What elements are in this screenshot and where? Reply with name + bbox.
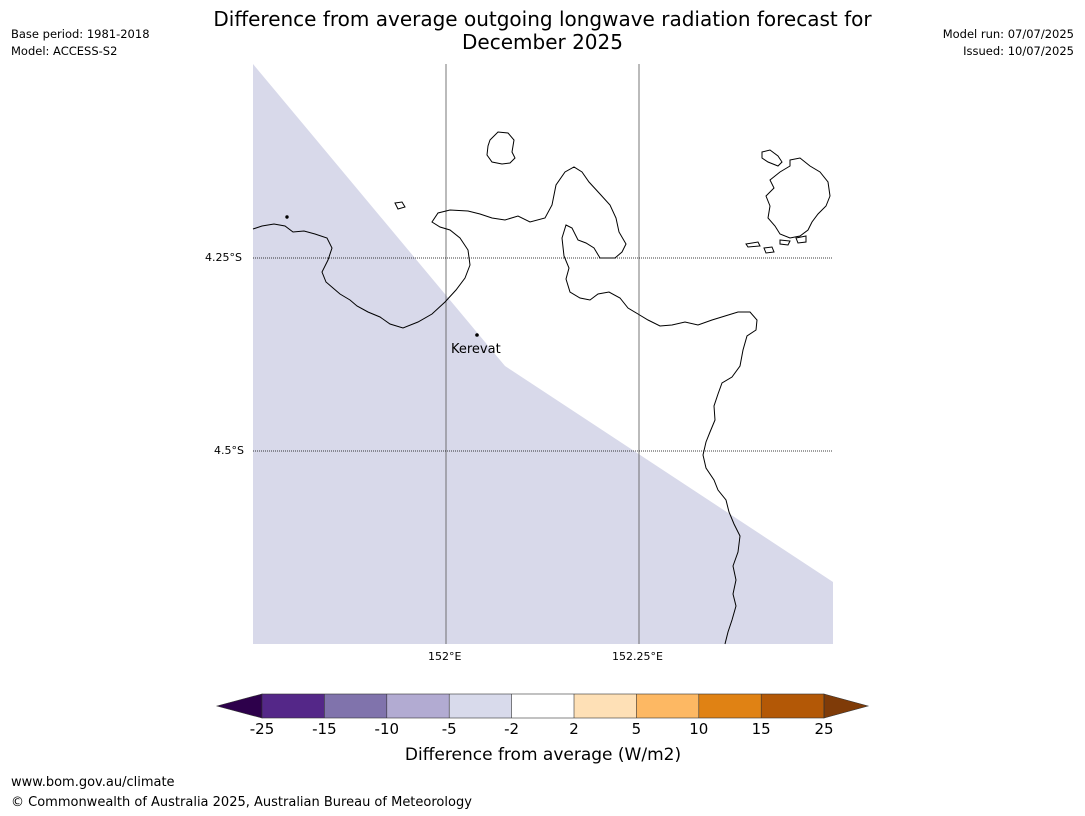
colorbar-bin-8 (698, 694, 762, 718)
colorbar-bin-4 (449, 694, 512, 718)
model-text: Model: ACCESS-S2 (11, 44, 118, 58)
coastline-island-north (486, 131, 516, 165)
colorbar-bin-2 (324, 694, 387, 718)
model-run-text: Model run: 07/07/2025 (942, 27, 1074, 41)
colorbar-frame (261, 693, 825, 719)
coastlines (252, 131, 831, 645)
colorbar-tick: -15 (312, 720, 337, 738)
title-line-1: Difference from average outgoing longwav… (213, 7, 872, 31)
kerevat-marker (475, 333, 479, 337)
colorbar-tick: -5 (441, 720, 457, 738)
issued-text: Issued: 10/07/2025 (963, 44, 1074, 58)
lat-label-4-25: 4.25°S (205, 251, 242, 264)
colorbar-tick: 10 (689, 720, 709, 738)
colorbar-extend-high (823, 693, 870, 719)
colorbar-tick: -10 (374, 720, 400, 738)
coastline-islands-northeast (745, 149, 831, 254)
islet-dot (285, 215, 289, 219)
colorbar-bin-9 (761, 694, 824, 718)
lon-label-152: 152°E (428, 650, 462, 663)
lat-label-4-5: 4.5°S (214, 444, 244, 457)
chart-title: Difference from average outgoing longwav… (160, 8, 925, 54)
footer-url[interactable]: www.bom.gov.au/climate (11, 775, 175, 790)
base-period-text: Base period: 1981-2018 (11, 27, 150, 41)
meta-left: Base period: 1981-2018 Model: ACCESS-S2 (11, 26, 150, 60)
colorbar (215, 693, 870, 719)
meta-right: Model run: 07/07/2025 Issued: 10/07/2025 (943, 26, 1074, 60)
colorbar-bin-5 (511, 694, 574, 718)
colorbar-extend-low (215, 693, 263, 719)
colorbar-tick: 25 (814, 720, 834, 738)
title-line-2: December 2025 (462, 30, 623, 54)
colorbar-bin-3 (386, 694, 450, 718)
lon-label-152-25: 152.25°E (612, 650, 663, 663)
coastline-islet-west (394, 201, 406, 210)
colorbar-bin-6 (574, 694, 637, 718)
colorbar-tick: 2 (569, 720, 579, 738)
place-label-kerevat: Kerevat (451, 342, 501, 357)
colorbar-tick: -25 (249, 720, 275, 738)
colorbar-bin-7 (636, 694, 699, 718)
anomaly-shade-region (253, 64, 833, 644)
colorbar-tick: 15 (751, 720, 771, 738)
coastline-west (252, 166, 758, 645)
colorbar-tick: -2 (504, 720, 520, 738)
gridlines (253, 64, 833, 644)
colorbar-tick: 5 (631, 720, 642, 738)
colorbar-title: Difference from average (W/m2) (404, 745, 682, 765)
colorbar-bin-1 (262, 694, 325, 718)
footer-copyright: © Commonwealth of Australia 2025, Austra… (11, 795, 472, 810)
